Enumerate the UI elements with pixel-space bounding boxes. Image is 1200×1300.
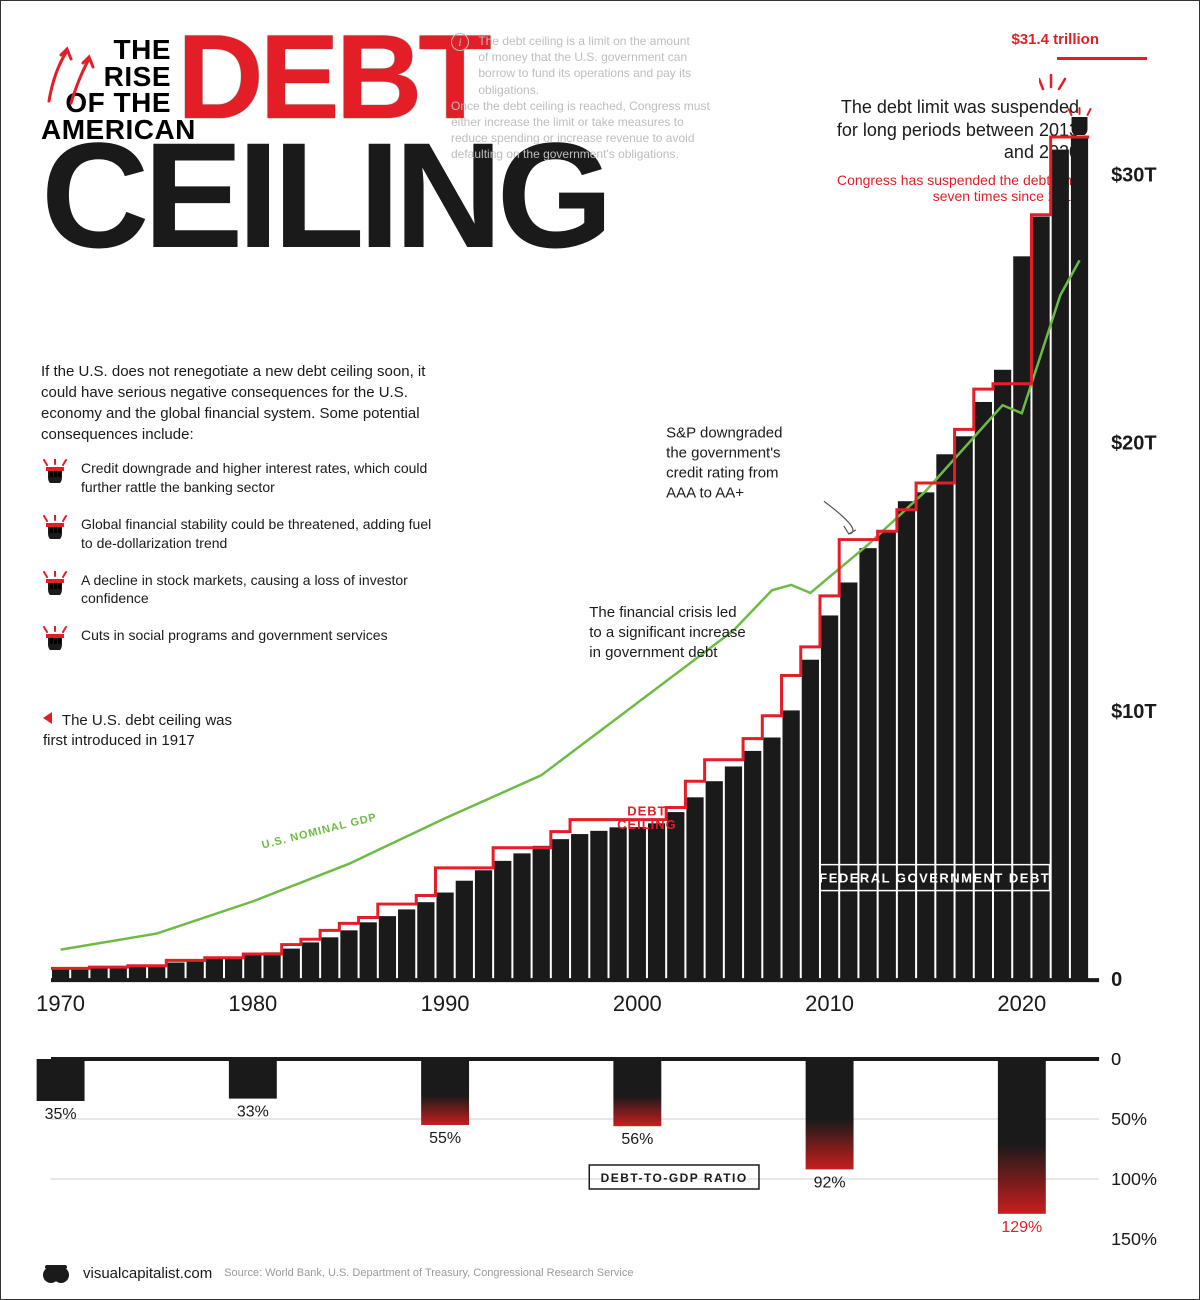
svg-text:1980: 1980	[228, 991, 277, 1016]
svg-text:35%: 35%	[45, 1106, 77, 1123]
svg-text:0: 0	[1111, 969, 1122, 991]
footer-brand: visualcapitalist.com	[83, 1265, 212, 1282]
svg-text:U.S. NOMINAL GDP: U.S. NOMINAL GDP	[261, 811, 379, 851]
svg-text:33%: 33%	[237, 1104, 269, 1121]
svg-text:92%: 92%	[814, 1174, 846, 1191]
svg-text:150%: 150%	[1111, 1229, 1157, 1249]
svg-text:56%: 56%	[621, 1131, 653, 1148]
svg-text:The financial crisis led: The financial crisis led	[589, 604, 736, 621]
svg-text:2020: 2020	[997, 991, 1046, 1016]
svg-text:0: 0	[1111, 1049, 1121, 1069]
svg-text:DEBT-TO-GDP RATIO: DEBT-TO-GDP RATIO	[601, 1171, 748, 1185]
svg-text:$20T: $20T	[1111, 433, 1156, 455]
svg-text:the government's: the government's	[666, 444, 780, 461]
svg-text:FEDERAL GOVERNMENT DEBT: FEDERAL GOVERNMENT DEBT	[819, 871, 1050, 886]
svg-text:100%: 100%	[1111, 1169, 1157, 1189]
svg-text:AAA to AA+: AAA to AA+	[666, 484, 744, 501]
svg-text:credit rating from: credit rating from	[666, 464, 778, 481]
peak-label: $31.4 trillion	[919, 31, 1099, 48]
svg-text:$10T: $10T	[1111, 701, 1156, 723]
main-chart: 0$10T$20T$30T197019801990200020102020DEB…	[41, 61, 1159, 1059]
svg-text:1990: 1990	[421, 991, 470, 1016]
vc-logo-icon	[41, 1261, 71, 1285]
footer: visualcapitalist.com Source: World Bank,…	[41, 1261, 1159, 1285]
svg-text:1970: 1970	[36, 991, 85, 1016]
svg-text:129%: 129%	[1001, 1219, 1042, 1236]
svg-text:to a significant increase: to a significant increase	[589, 624, 745, 641]
svg-text:CEILING: CEILING	[617, 817, 677, 832]
ratio-chart: 050%100%150%035%33%55%56%92%129%DEBT-TO-…	[41, 1051, 1159, 1251]
svg-text:$30T: $30T	[1111, 165, 1156, 187]
svg-text:55%: 55%	[429, 1130, 461, 1147]
svg-text:2010: 2010	[805, 991, 854, 1016]
peak-value: $31.4 trillion	[1011, 31, 1099, 48]
svg-text:50%: 50%	[1111, 1109, 1147, 1129]
info-icon: i	[451, 33, 469, 51]
svg-text:2000: 2000	[613, 991, 662, 1016]
svg-text:in government debt: in government debt	[589, 644, 718, 661]
svg-text:S&P downgraded: S&P downgraded	[666, 424, 782, 441]
footer-source: Source: World Bank, U.S. Department of T…	[224, 1267, 633, 1279]
